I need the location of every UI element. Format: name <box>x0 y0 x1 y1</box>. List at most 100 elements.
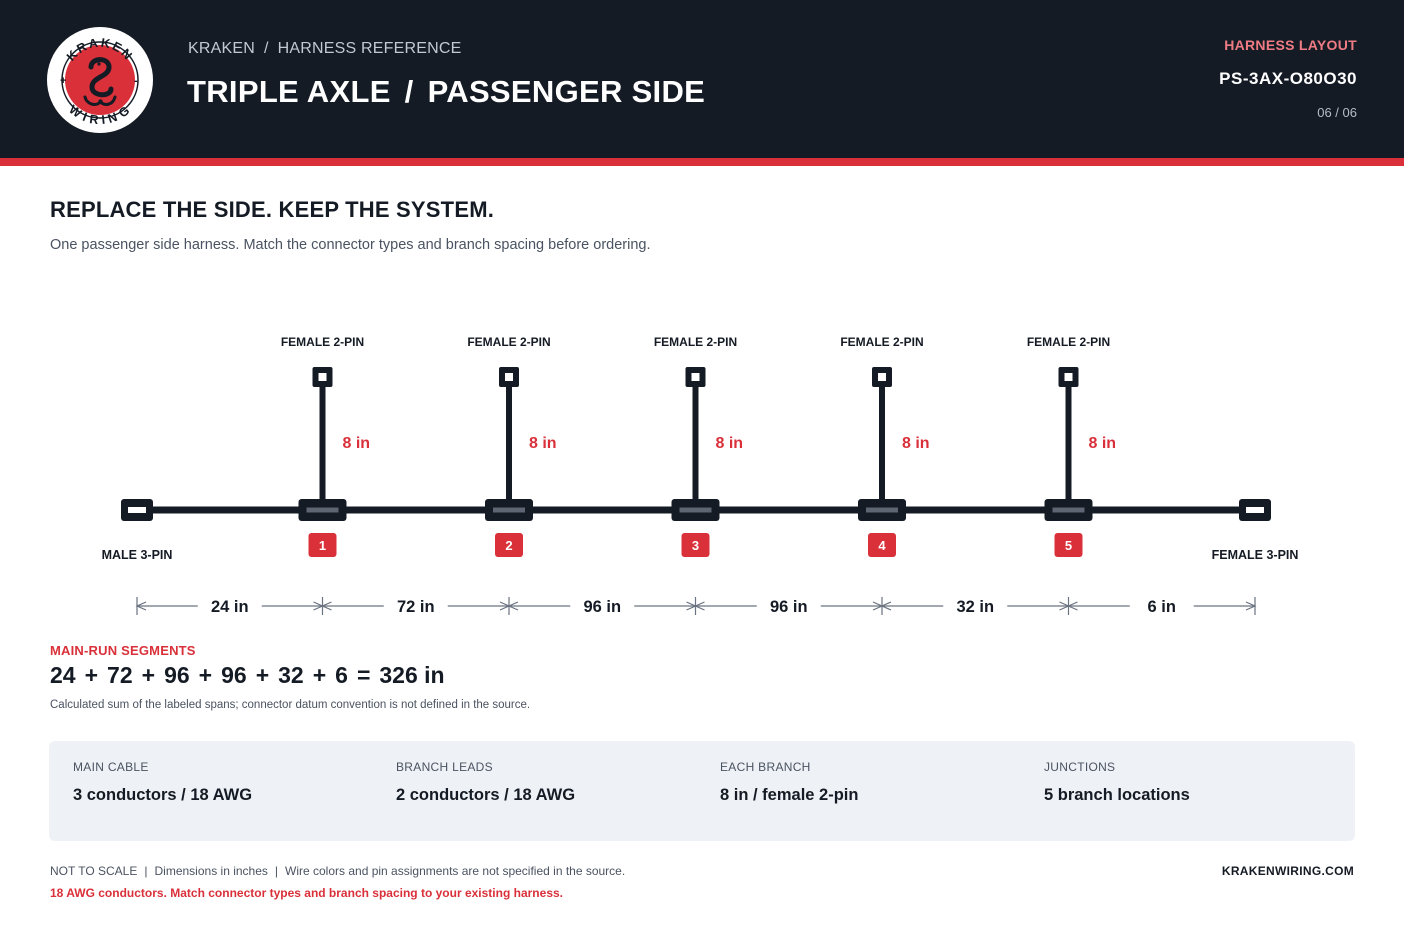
breadcrumb-separator: / <box>264 40 269 57</box>
branch-connector-label: FEMALE 2-PIN <box>1027 335 1110 349</box>
branch-connector-label: FEMALE 2-PIN <box>281 335 364 349</box>
spec-value: 5 branch locations <box>1044 786 1190 804</box>
junction-block-detail <box>866 507 898 513</box>
spec-label: JUNCTIONS <box>1044 760 1116 774</box>
equation-term: 24 <box>50 662 76 688</box>
spec-label: BRANCH LEADS <box>396 760 493 774</box>
harness-diagram: MALE 3-PIN FEMALE 3-PIN FEMALE 2-PIN 8 in 1 F… <box>102 335 1299 616</box>
spec-value: 3 conductors / 18 AWG <box>73 786 253 804</box>
segment-length-label: 72 in <box>397 598 435 616</box>
segment-length-label: 32 in <box>956 598 994 616</box>
page-title-separator: / <box>404 74 414 109</box>
kraken-logo: KRAKEN WIRING + - <box>47 27 153 133</box>
equation-operator: + <box>198 662 213 688</box>
branch-connector-label: FEMALE 2-PIN <box>840 335 923 349</box>
footer-separator: | <box>144 864 148 878</box>
segment-length-label: 96 in <box>770 598 808 616</box>
junction-badge <box>681 533 710 557</box>
subhead: One passenger side harness. Match the co… <box>50 237 651 253</box>
equation-operator: = <box>356 662 371 688</box>
end-connector-pins <box>1246 507 1264 513</box>
equation-term: 32 <box>278 662 304 688</box>
junction-number: 1 <box>319 538 326 553</box>
breadcrumb: KRAKEN / HARNESS REFERENCE <box>188 40 462 58</box>
equation-operator: + <box>84 662 99 688</box>
breadcrumb-item-section[interactable]: HARNESS REFERENCE <box>277 40 462 57</box>
junction-number: 5 <box>1065 538 1072 553</box>
junction-badge <box>308 533 337 557</box>
page-indicator: 06 / 06 <box>1317 105 1357 120</box>
equation-operator: + <box>141 662 156 688</box>
page-title: TRIPLE AXLE / PASSENGER SIDE <box>187 74 705 110</box>
dimension-arrow-left <box>321 601 332 611</box>
segments-label: MAIN-RUN SEGMENTS <box>50 643 196 658</box>
spec-value: 8 in / female 2-pin <box>720 786 859 804</box>
branch-length-label: 8 in <box>343 435 371 452</box>
footer-note-colors: Wire colors and pin assignments are not … <box>285 864 626 878</box>
end-connector-label: FEMALE 3-PIN <box>1212 548 1299 562</box>
junction-block-detail <box>1052 507 1085 513</box>
junction-block-detail <box>493 507 525 513</box>
branch-connector-pin <box>505 373 513 381</box>
equation-operator: + <box>255 662 270 688</box>
segment-length-label: 6 in <box>1148 598 1176 616</box>
junction-number: 2 <box>505 538 512 553</box>
dimension-arrow-left <box>694 601 705 611</box>
footer-note-scale: NOT TO SCALE <box>50 864 138 878</box>
equation-term: 72 <box>107 662 133 688</box>
footer-warning: 18 AWG conductors. Match connector types… <box>50 886 563 900</box>
breadcrumb-item-brand[interactable]: KRAKEN <box>188 40 255 57</box>
junction-number: 3 <box>692 538 699 553</box>
branch-length-label: 8 in <box>716 435 744 452</box>
page-title-side: PASSENGER SIDE <box>427 74 706 109</box>
segments-note: Calculated sum of the labeled spans; con… <box>50 699 531 711</box>
branch-connector-pin <box>691 373 700 381</box>
branch-length-label: 8 in <box>529 435 557 452</box>
segments-equation: 24 +72 +96 +96 +32 +6 = 326 in <box>50 662 454 689</box>
layout-kicker: HARNESS LAYOUT <box>1224 37 1357 53</box>
spec-branch-leads: BRANCH LEADS 2 conductors / 18 AWG <box>396 741 696 841</box>
spec-main-cable: MAIN CABLE 3 conductors / 18 AWG <box>73 741 373 841</box>
junction-badge <box>495 533 523 557</box>
logo-minus-icon: - <box>134 75 138 87</box>
equation-operator: + <box>312 662 327 688</box>
equation-term: 96 <box>164 662 190 688</box>
dimension-arrow-left <box>507 601 519 611</box>
branch-connector-label: FEMALE 2-PIN <box>467 335 550 349</box>
junction-block-detail <box>306 507 339 513</box>
branch-connector-label: FEMALE 2-PIN <box>654 335 737 349</box>
junction-number: 4 <box>878 538 886 553</box>
equation-term: 326 in <box>379 662 445 688</box>
junction-block-detail <box>679 507 712 513</box>
branch-length-label: 8 in <box>902 435 930 452</box>
segment-length-label: 24 in <box>211 598 249 616</box>
dimension-arrow-left <box>135 601 147 611</box>
equation-term: 96 <box>221 662 247 688</box>
equation-term: 6 <box>335 662 348 688</box>
part-code: PS-3AX-O80O30 <box>1219 69 1357 88</box>
spec-junctions: JUNCTIONS 5 branch locations <box>1044 741 1344 841</box>
logo-plus-icon: + <box>60 75 66 87</box>
junction-badge <box>868 533 896 557</box>
page-header: KRAKEN WIRING + - KRAKEN / HARNESS REFEREN… <box>0 0 1404 158</box>
start-connector-label: MALE 3-PIN <box>102 548 173 562</box>
header-accent-stripe <box>0 158 1404 166</box>
junction-badge <box>1054 533 1083 557</box>
spec-label: MAIN CABLE <box>73 760 149 774</box>
footer-notes: NOT TO SCALE | Dimensions in inches | Wire c… <box>50 864 625 878</box>
dimension-arrow-left <box>1067 601 1078 611</box>
branch-length-label: 8 in <box>1089 435 1117 452</box>
spec-panel: MAIN CABLE 3 conductors / 18 AWG BRANCH … <box>49 741 1355 841</box>
footer-note-units: Dimensions in inches <box>154 864 268 878</box>
branch-connector-pin <box>878 373 886 381</box>
dimension-arrow-right <box>1245 601 1257 611</box>
branch-connector-pin <box>318 373 327 381</box>
spec-label: EACH BRANCH <box>720 760 811 774</box>
segment-length-label: 96 in <box>583 598 621 616</box>
page-title-axle: TRIPLE AXLE <box>187 74 391 109</box>
dimension-arrow-left <box>880 601 892 611</box>
start-connector-pins <box>128 507 146 513</box>
footer-site-link[interactable]: KRAKENWIRING.COM <box>1221 864 1354 878</box>
spec-each-branch: EACH BRANCH 8 in / female 2-pin <box>720 741 1020 841</box>
branch-connector-pin <box>1064 373 1073 381</box>
